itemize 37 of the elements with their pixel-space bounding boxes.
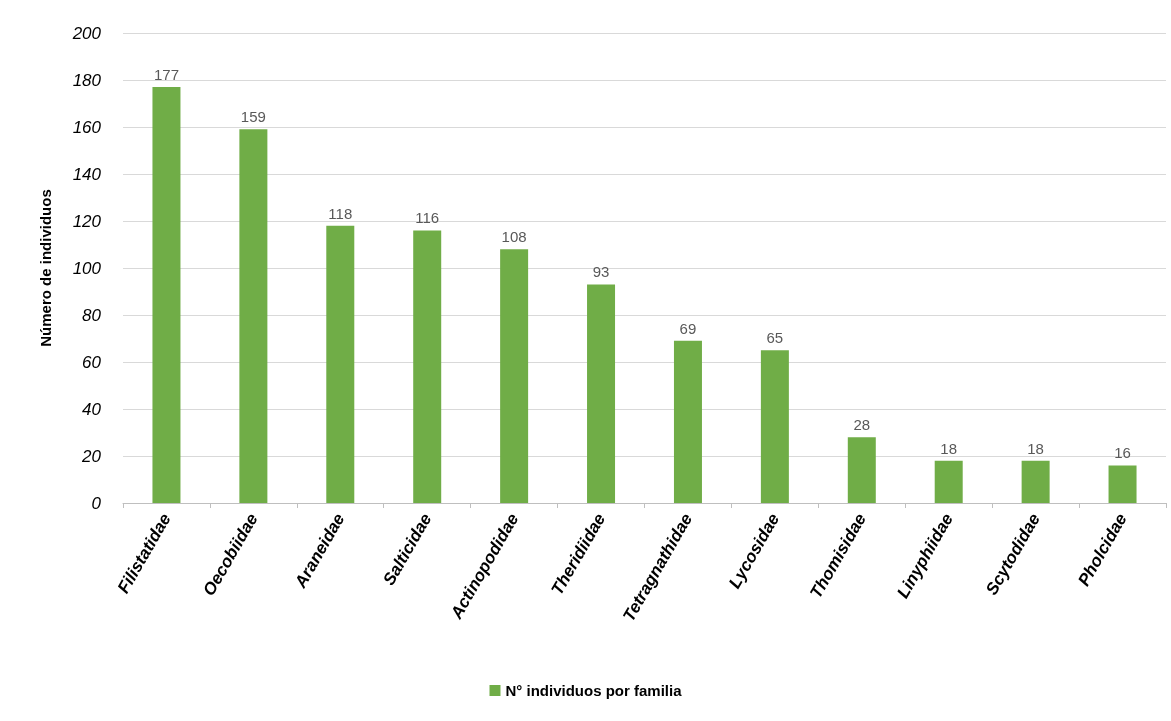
y-tick-label: 140	[72, 164, 102, 184]
legend-label: N° individuos por familia	[505, 682, 683, 699]
bar	[587, 284, 616, 503]
y-tick-label: 120	[72, 211, 102, 231]
y-tick-label: 200	[71, 23, 102, 43]
data-label: 18	[1027, 439, 1044, 457]
y-tick-label: 100	[72, 258, 102, 278]
data-label: 18	[940, 439, 958, 457]
bar	[673, 340, 702, 503]
y-axis-title: Número de individuos	[37, 189, 54, 347]
y-tick-label: 180	[72, 70, 102, 90]
bar	[934, 460, 963, 503]
data-label: 93	[592, 263, 610, 281]
bar	[1021, 460, 1050, 503]
data-label: 65	[766, 329, 784, 347]
bar	[1108, 465, 1137, 503]
y-tick-label: 0	[91, 493, 102, 513]
data-label: 116	[415, 209, 440, 227]
data-label: 159	[240, 108, 266, 126]
y-tick-label: 60	[82, 352, 102, 372]
bar	[239, 129, 268, 503]
bar	[500, 249, 529, 503]
bar	[326, 225, 355, 503]
bar	[760, 350, 789, 503]
data-label: 16	[1114, 444, 1131, 462]
data-label: 118	[328, 204, 353, 222]
y-tick-label: 80	[82, 305, 102, 325]
bar	[152, 87, 181, 503]
data-label: 108	[501, 228, 527, 246]
y-tick-label: 40	[82, 399, 102, 419]
data-label: 28	[853, 416, 871, 434]
y-tick-label: 20	[81, 446, 102, 466]
bar	[413, 230, 442, 503]
data-label: 69	[679, 319, 697, 337]
bar	[847, 437, 876, 503]
data-label: 177	[153, 66, 179, 84]
y-tick-label: 160	[72, 117, 102, 137]
